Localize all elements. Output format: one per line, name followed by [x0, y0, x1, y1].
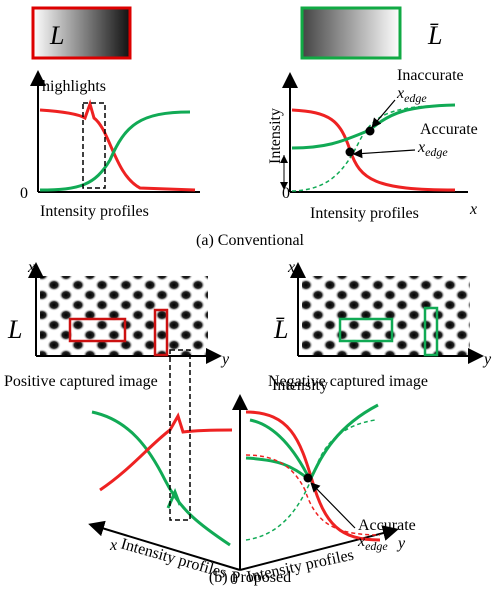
zero: 0 — [282, 185, 290, 202]
symbol: x — [396, 85, 404, 102]
image-label: L̄ — [273, 315, 288, 344]
box-label: L̄ — [427, 21, 442, 50]
caption: (b) Proposed — [209, 569, 291, 586]
axis-name: x — [469, 201, 477, 218]
axis-name: y — [396, 535, 406, 552]
symbol: x — [417, 139, 425, 156]
axis-name: x — [109, 537, 117, 554]
zero: 0 — [20, 185, 28, 202]
left-box — [33, 8, 130, 58]
symbol: x — [357, 533, 365, 550]
subscript: edge — [365, 539, 388, 553]
axis-name: x — [287, 259, 295, 276]
axis-label: Intensity — [267, 108, 284, 164]
annotation: highlights — [42, 78, 106, 95]
axis-label: Intensity — [272, 377, 328, 394]
annotation: xedge — [396, 85, 427, 105]
annotation: xedge — [417, 139, 448, 159]
annotation: Inaccurate — [397, 67, 464, 84]
axis-name: y — [220, 351, 230, 368]
annotation: Accurate — [358, 517, 416, 534]
subscript: edge — [425, 145, 448, 159]
image-label: L — [7, 315, 22, 344]
box-label: L — [49, 21, 64, 50]
axis-label: Intensity profiles — [310, 205, 419, 222]
caption: Positive captured image — [4, 373, 158, 390]
figure: L L̄ highlights 0 Intensity profiles Int… — [0, 0, 504, 591]
caption: (a) Conventional — [196, 232, 305, 249]
annotation: Accurate — [420, 121, 478, 138]
axis-name: y — [482, 351, 492, 368]
axis-label: Intensity profiles — [40, 203, 149, 220]
axis-name: x — [27, 259, 35, 276]
subscript: edge — [404, 91, 427, 105]
right-box — [302, 8, 400, 58]
negative-image — [298, 266, 480, 356]
positive-image — [36, 266, 218, 356]
